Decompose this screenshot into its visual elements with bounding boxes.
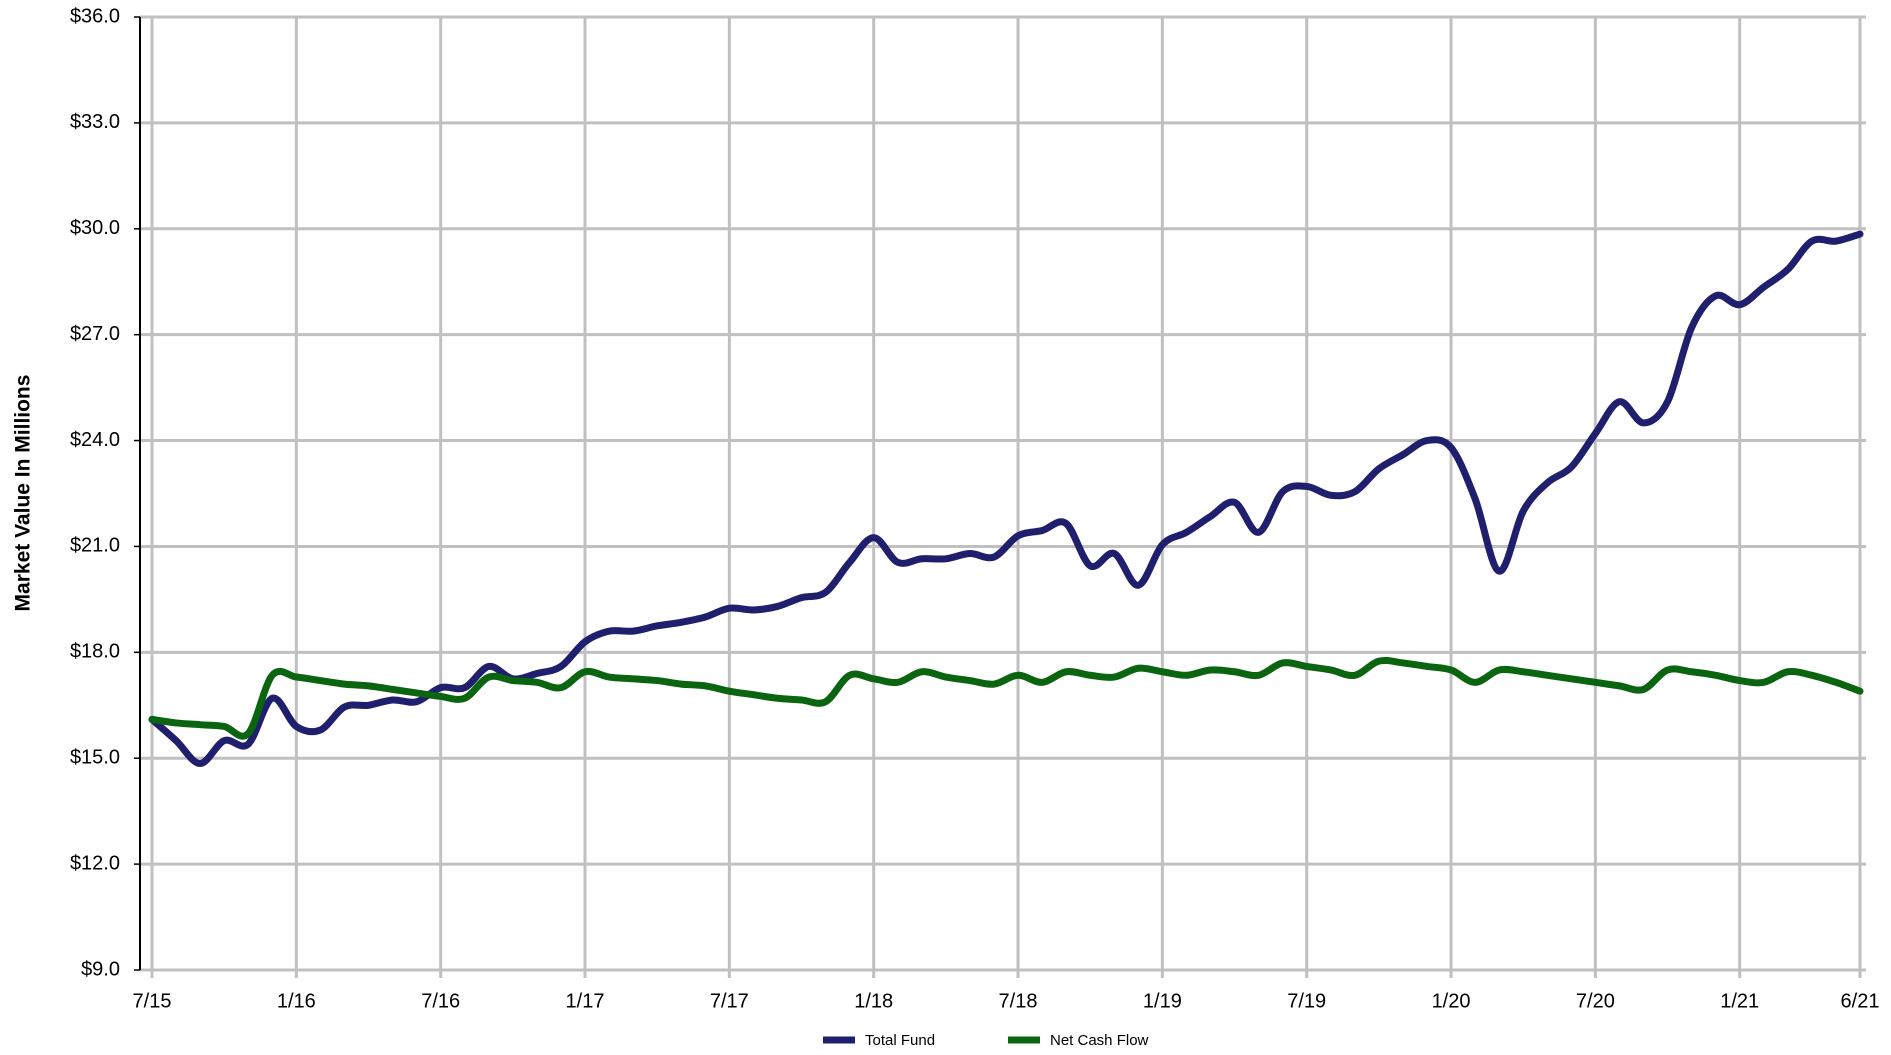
y-tick-label: $33.0 [70,111,120,133]
x-tick-label: 1/17 [566,990,605,1012]
y-tick-label: $15.0 [70,747,120,769]
series-line [148,230,1864,768]
y-tick-label: $12.0 [70,852,120,874]
y-tick-label: $36.0 [70,5,120,27]
y-tick-label: $24.0 [70,429,120,451]
y-axis-label: Market Value In Millions [12,375,35,612]
x-tick-label: 7/18 [999,990,1038,1012]
x-tick-label: 7/15 [133,990,172,1012]
y-tick-label: $9.0 [81,958,120,980]
x-tick-label: 1/16 [277,990,316,1012]
legend-label: Total Fund [865,1032,935,1049]
x-tick-label: 7/17 [710,990,749,1012]
y-tick-label: $21.0 [70,535,120,557]
x-tick-label: 1/20 [1432,990,1471,1012]
x-tick-label: 7/16 [421,990,460,1012]
y-tick-label: $27.0 [70,323,120,345]
x-tick-label: 1/18 [854,990,893,1012]
x-tick-label: 1/21 [1720,990,1759,1012]
y-tick-label: $18.0 [70,641,120,663]
x-tick-label: 7/19 [1287,990,1326,1012]
x-tick-label: 7/20 [1576,990,1615,1012]
x-tick-label: 1/19 [1143,990,1182,1012]
series-line [148,656,1864,740]
legend-label: Net Cash Flow [1050,1032,1149,1049]
y-tick-label: $30.0 [70,217,120,239]
x-tick-label: 6/21 [1841,990,1880,1012]
